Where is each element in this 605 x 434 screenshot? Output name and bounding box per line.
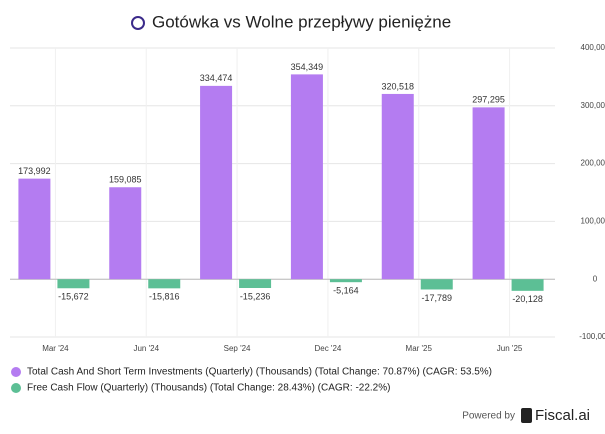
- value-label: -15,236: [240, 291, 271, 301]
- bar: [290, 74, 323, 280]
- bar: [381, 93, 414, 280]
- value-label: 320,518: [381, 81, 414, 91]
- x-tick-label: Mar '25: [406, 344, 433, 353]
- x-tick-label: Sep '24: [224, 344, 251, 353]
- value-label: 173,992: [18, 166, 51, 176]
- y-tick-label: 0: [593, 274, 598, 283]
- bar: [472, 107, 505, 280]
- title-icon: [131, 16, 145, 30]
- bar: [200, 85, 233, 280]
- x-tick-label: Mar '24: [42, 344, 69, 353]
- x-tick-label: Jun '24: [133, 344, 159, 353]
- legend-label: Free Cash Flow (Quarterly) (Thousands) (…: [27, 383, 390, 394]
- bar: [57, 279, 90, 289]
- value-label: -17,789: [421, 293, 452, 303]
- value-label: -15,816: [149, 292, 180, 302]
- y-tick-label: 100,000: [581, 217, 605, 226]
- value-label: 354,349: [291, 62, 324, 72]
- y-tick-label: 200,000: [581, 159, 605, 168]
- value-label: -5,164: [333, 286, 359, 296]
- y-tick-label: -100,000: [579, 332, 605, 341]
- bar: [329, 279, 362, 283]
- value-label: 159,085: [109, 175, 142, 185]
- value-label: -15,672: [58, 292, 89, 302]
- bar: [148, 279, 181, 289]
- legend-swatch: [11, 383, 21, 393]
- value-label: -20,128: [512, 294, 543, 304]
- bar: [18, 178, 51, 280]
- bar: [420, 279, 453, 290]
- x-tick-label: Dec '24: [314, 344, 341, 353]
- legend-label: Total Cash And Short Term Investments (Q…: [27, 367, 492, 378]
- brand-icon: [521, 408, 532, 423]
- bar: [239, 279, 272, 289]
- footer-powered: Powered by: [462, 411, 515, 422]
- chart-title: Gotówka vs Wolne przepływy pieniężne: [152, 12, 451, 31]
- footer-brand: Fiscal.ai: [535, 407, 590, 424]
- legend-swatch: [11, 367, 21, 377]
- bar: [109, 187, 142, 280]
- value-label: 334,474: [200, 73, 233, 83]
- y-tick-label: 400,000: [581, 43, 605, 52]
- y-tick-label: 300,000: [581, 101, 605, 110]
- value-label: 297,295: [472, 95, 505, 105]
- bar: [511, 279, 544, 291]
- x-tick-label: Jun '25: [497, 344, 523, 353]
